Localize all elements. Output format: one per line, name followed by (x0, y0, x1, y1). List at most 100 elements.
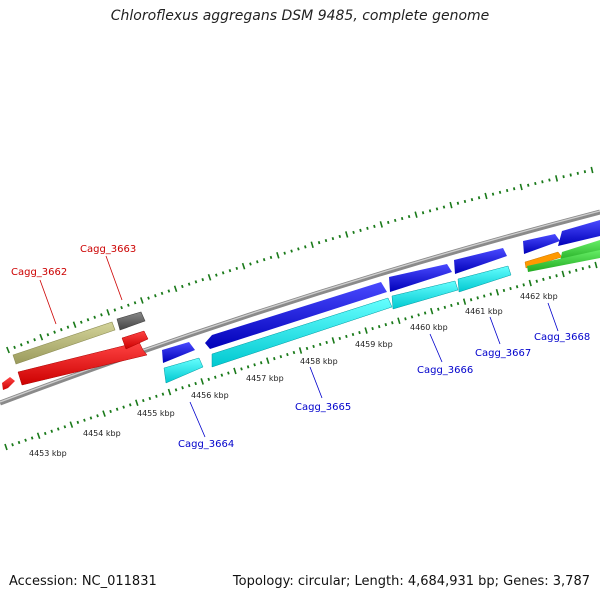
tick-mark (359, 228, 362, 232)
kbp-label: 4454 kbp (83, 429, 121, 438)
tick-mark (76, 420, 80, 424)
kbp-label: 4457 kbp (246, 374, 284, 383)
label-leaders (39, 255, 559, 438)
tick-mark (358, 330, 361, 335)
tick-mark (283, 251, 286, 255)
feature-cagg-3666-blue[interactable] (389, 264, 452, 292)
tick-mark (155, 394, 158, 398)
tick-mark (4, 443, 8, 451)
tick-mark (512, 187, 516, 191)
gene-labels: Cagg_3662 Cagg_3663 Cagg_3664 Cagg_3665 … (11, 244, 590, 450)
tick-mark (366, 226, 369, 230)
tick-mark (515, 285, 519, 289)
tick-mark (66, 325, 70, 329)
tick-mark (397, 317, 401, 325)
tick-mark (181, 284, 184, 289)
tick-mark (259, 361, 263, 365)
gene-label-cagg-3664: Cagg_3664 (178, 439, 234, 450)
feature-cagg-3665-blue[interactable] (205, 282, 387, 349)
tick-mark (498, 190, 502, 194)
tick-mark (509, 286, 512, 291)
tick-mark (469, 298, 473, 302)
tick-mark (273, 357, 276, 361)
tick-mark (495, 288, 500, 296)
tick-mark (286, 352, 289, 357)
tick-mark (456, 301, 460, 306)
tick-mark (46, 333, 50, 337)
tick-mark (253, 363, 256, 367)
tick-mark (200, 378, 204, 385)
tick-mark (167, 388, 172, 396)
feature-cagg-3664-blue[interactable] (162, 342, 195, 363)
tick-mark (590, 166, 594, 174)
kbp-label: 4459 kbp (355, 340, 393, 349)
feature-cagg-3664-cyan[interactable] (163, 357, 204, 384)
gene-label-cagg-3667: Cagg_3667 (475, 348, 531, 359)
tick-mark (174, 388, 178, 392)
tick-mark (541, 180, 544, 184)
upper-tick-track (6, 166, 594, 354)
tick-mark (561, 270, 565, 278)
tick-mark (109, 409, 112, 414)
tick-mark (241, 262, 246, 270)
tick-mark (249, 262, 252, 266)
gene-label-cagg-3665: Cagg_3665 (295, 402, 351, 413)
tick-mark (86, 318, 90, 322)
tick-mark (410, 315, 414, 319)
kbp-label: 4455 kbp (137, 409, 175, 418)
tick-mark (575, 268, 578, 272)
kbp-label: 4461 kbp (465, 307, 503, 316)
tick-mark (59, 327, 63, 332)
tick-mark (154, 294, 157, 298)
tick-mark (371, 326, 374, 331)
tick-mark (214, 375, 217, 379)
tick-mark (256, 260, 259, 264)
tick-mark (194, 280, 198, 284)
topology-text: Topology: circular; Length: 4,684,931 bp… (232, 574, 590, 589)
feature-red-small[interactable] (2, 377, 15, 390)
tick-mark (233, 367, 237, 375)
tick-mark (435, 207, 439, 211)
tick-mark (407, 214, 411, 219)
tick-mark (476, 296, 479, 300)
tick-mark (391, 321, 394, 325)
feature-cagg-3665-cyan[interactable] (211, 297, 393, 368)
genome-backbone (0, 209, 600, 406)
tick-mark (364, 327, 368, 334)
feature-red-short[interactable] (121, 330, 149, 350)
tick-mark (304, 245, 307, 249)
tick-mark (384, 323, 388, 327)
tick-mark (39, 333, 44, 341)
feature-cagg-3667-cyan[interactable] (457, 265, 512, 293)
tick-mark (352, 230, 355, 234)
feature-cagg-3666-cyan[interactable] (391, 280, 459, 310)
tick-mark (262, 258, 266, 262)
lower-tick-track (4, 261, 598, 451)
tick-mark (93, 315, 97, 319)
tick-mark (128, 403, 132, 407)
tick-mark (594, 261, 598, 269)
tick-mark (207, 274, 212, 281)
gene-label-cagg-3666: Cagg_3666 (417, 365, 473, 376)
tick-mark (345, 334, 348, 339)
tick-mark (167, 289, 171, 293)
gene-label-cagg-3668: Cagg_3668 (534, 332, 590, 343)
feature-cagg-3662[interactable] (12, 321, 116, 365)
tick-mark (215, 273, 218, 277)
tick-mark (379, 221, 383, 228)
feature-green-edge[interactable] (527, 240, 600, 272)
tick-mark (148, 396, 152, 401)
tick-mark (568, 270, 571, 274)
tick-mark (463, 199, 467, 204)
tick-mark (324, 238, 328, 243)
tick-mark (477, 196, 481, 200)
map-title: Chloroflexus aggregans DSM 9485, complet… (110, 8, 490, 24)
tick-mark (522, 283, 525, 287)
feature-blue-edge[interactable] (558, 220, 600, 246)
feature-cagg-3668-blue[interactable] (523, 234, 560, 254)
tick-mark (221, 271, 225, 275)
feature-cagg-3667-blue[interactable] (454, 248, 507, 274)
feature-red-long[interactable] (17, 341, 148, 386)
feature-cagg-3663[interactable] (116, 311, 146, 331)
tick-mark (56, 427, 60, 431)
